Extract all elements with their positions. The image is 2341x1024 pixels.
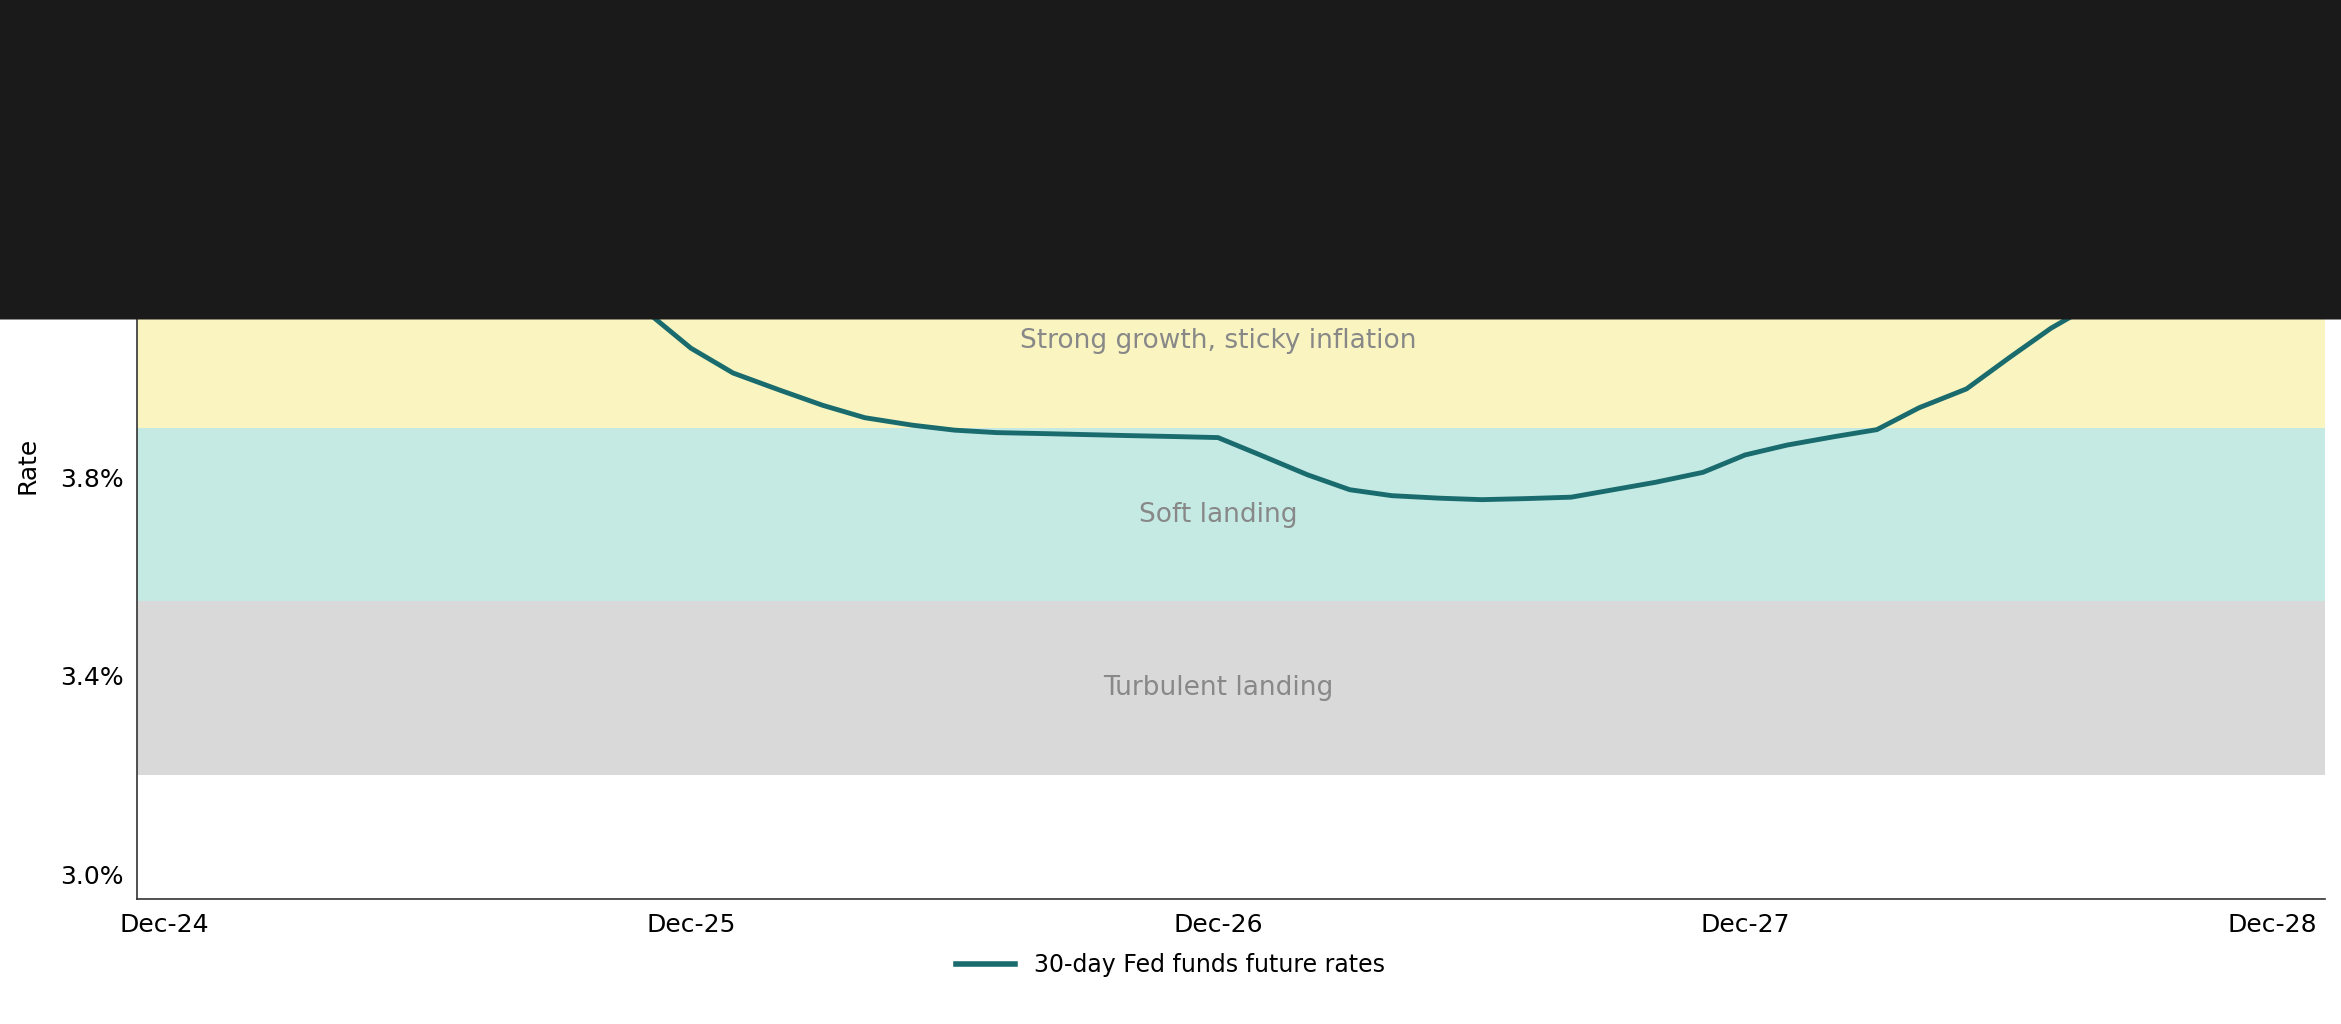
Y-axis label: Rate: Rate xyxy=(14,436,40,494)
Legend: 30-day Fed funds future rates: 30-day Fed funds future rates xyxy=(946,944,1395,986)
Text: Expansionary fiscal policy: Expansionary fiscal policy xyxy=(1046,129,1388,155)
Bar xyxy=(138,31,2325,254)
Bar xyxy=(138,254,2325,428)
Bar xyxy=(138,428,2325,601)
Bar xyxy=(138,601,2325,775)
Text: Soft landing: Soft landing xyxy=(1138,502,1297,527)
Text: Strong growth, sticky inflation: Strong growth, sticky inflation xyxy=(1021,328,1416,353)
Text: Turbulent landing: Turbulent landing xyxy=(1103,676,1332,701)
